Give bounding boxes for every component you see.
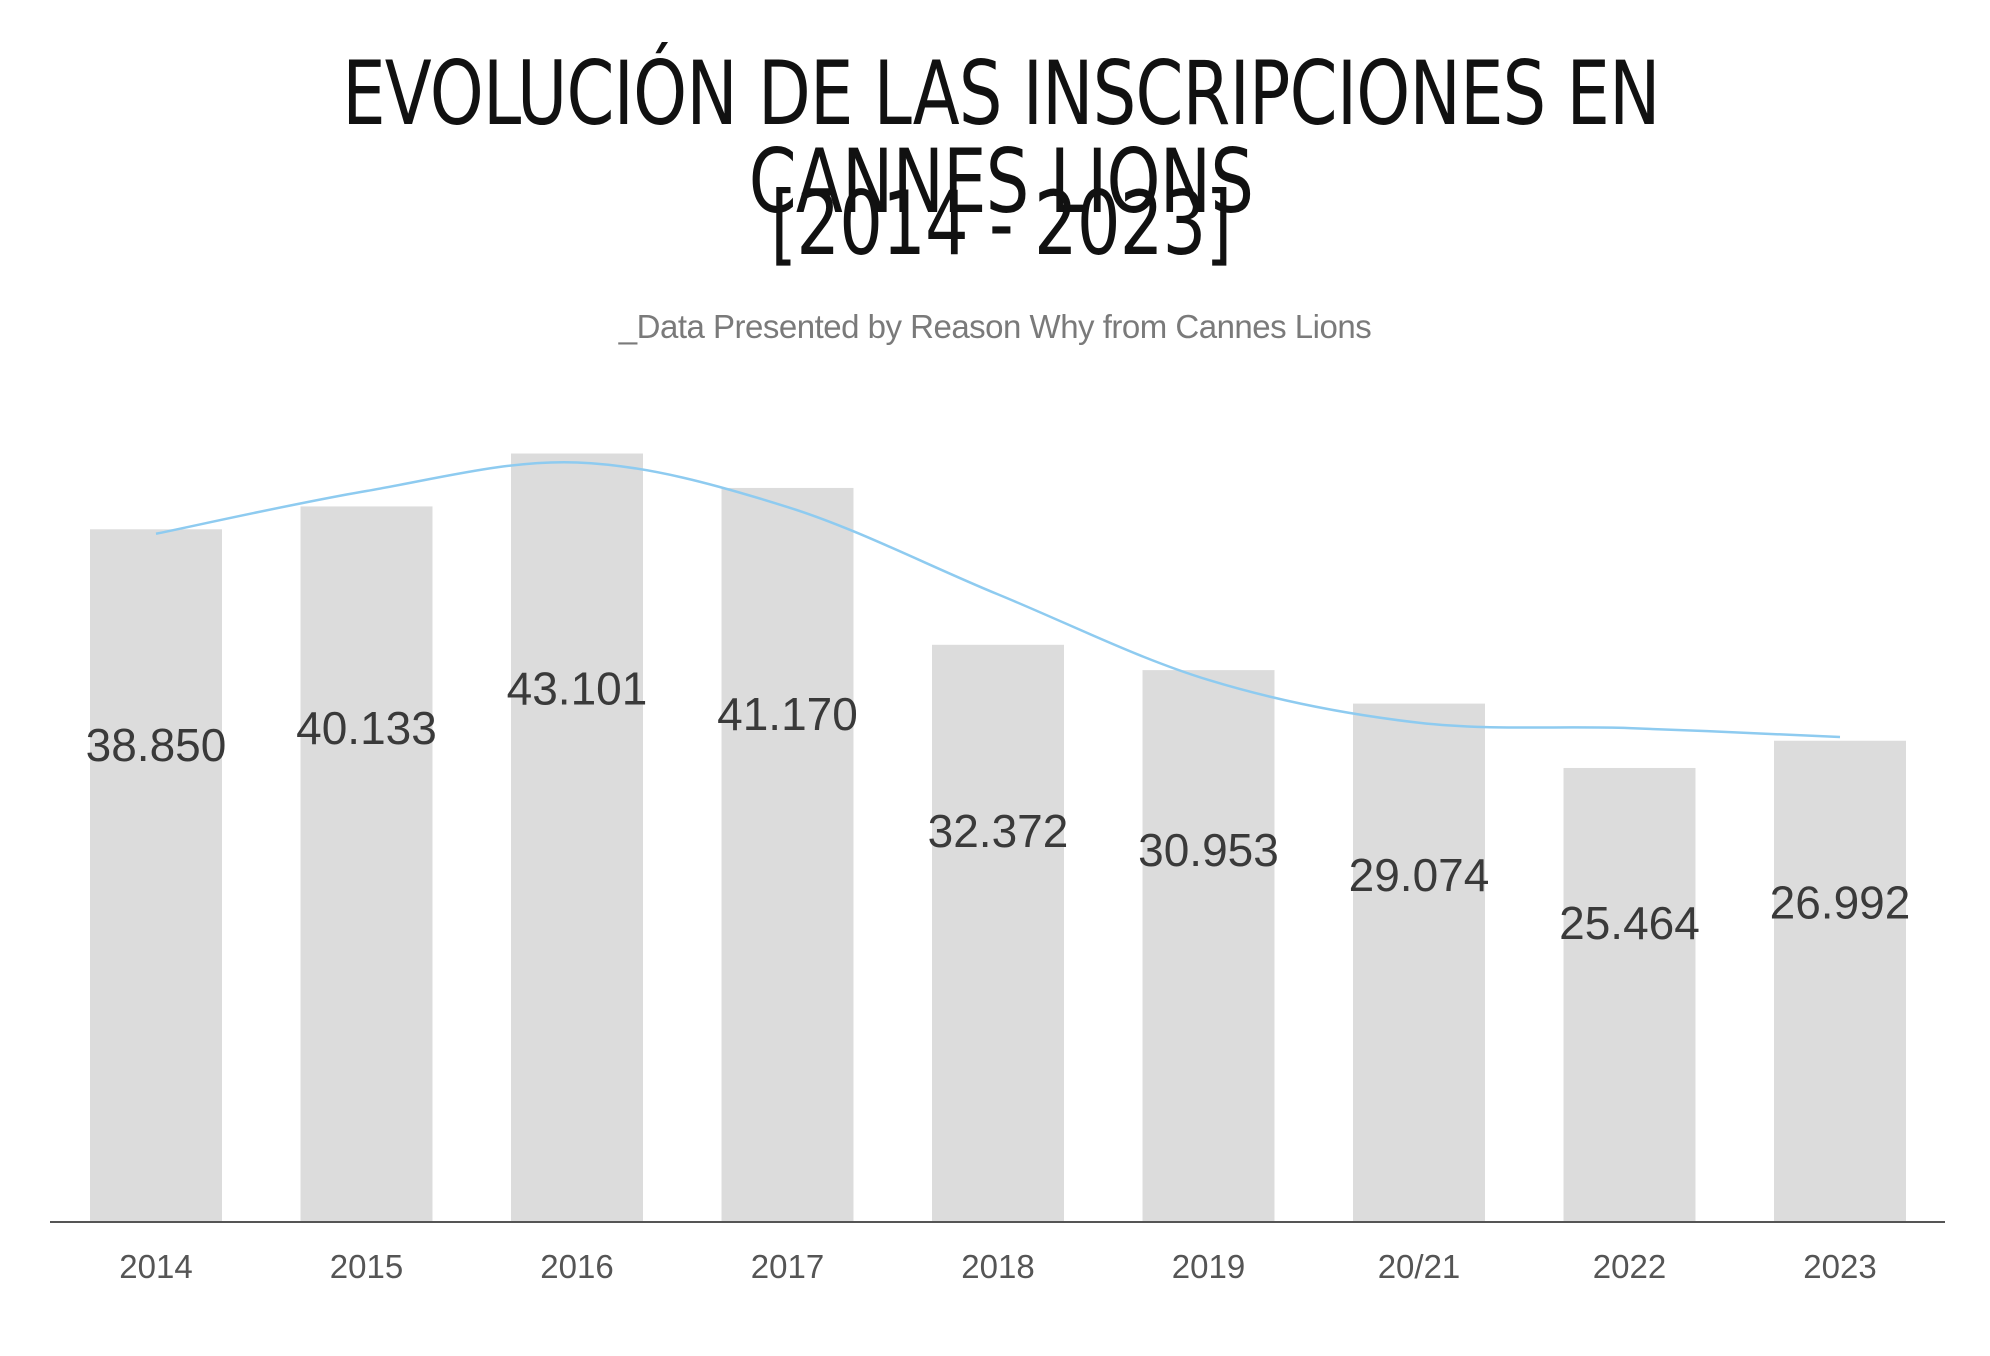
- data-label-2019: 30.953: [1138, 824, 1279, 876]
- bar-2023: [1774, 740, 1906, 1222]
- x-tick-label-2014: 2014: [119, 1248, 192, 1285]
- x-tick-label-2018: 2018: [961, 1248, 1034, 1285]
- x-tick-label-20/21: 20/21: [1378, 1248, 1461, 1285]
- trend-line: [155, 460, 1841, 739]
- bar-2015: [300, 506, 433, 1223]
- bar-20/21: [1353, 703, 1485, 1222]
- x-tick-label-2019: 2019: [1172, 1248, 1245, 1285]
- bar-2014: [90, 529, 222, 1222]
- data-label-2018: 32.372: [928, 805, 1069, 857]
- bar-2017: [721, 487, 854, 1222]
- bar-2022: [1563, 767, 1696, 1222]
- x-tick-label-2022: 2022: [1593, 1248, 1666, 1285]
- data-label-2017: 41.170: [717, 688, 858, 740]
- data-label-2015: 40.133: [296, 702, 437, 754]
- data-label-20/21: 29.074: [1349, 849, 1490, 901]
- x-tick-label-2017: 2017: [751, 1248, 824, 1285]
- x-tick-label-2016: 2016: [540, 1248, 613, 1285]
- bar-2019: [1142, 670, 1275, 1222]
- x-tick-label-2023: 2023: [1803, 1248, 1876, 1285]
- data-label-2014: 38.850: [86, 719, 227, 771]
- x-tick-label-2015: 2015: [330, 1248, 403, 1285]
- bar-2016: [511, 453, 643, 1222]
- bar-2018: [932, 644, 1064, 1222]
- data-label-2022: 25.464: [1559, 897, 1700, 949]
- chart-title-line-1: EVOLUCIÓN DE LAS INSCRIPCIONES EN CANNES…: [342, 42, 1660, 233]
- chart-title-line-2: [2014 - 2023]: [770, 172, 1232, 275]
- chart-subtitle: _Data Presented by Reason Why from Canne…: [618, 308, 1372, 345]
- data-label-2023: 26.992: [1770, 876, 1911, 928]
- data-label-2016: 43.101: [507, 662, 648, 714]
